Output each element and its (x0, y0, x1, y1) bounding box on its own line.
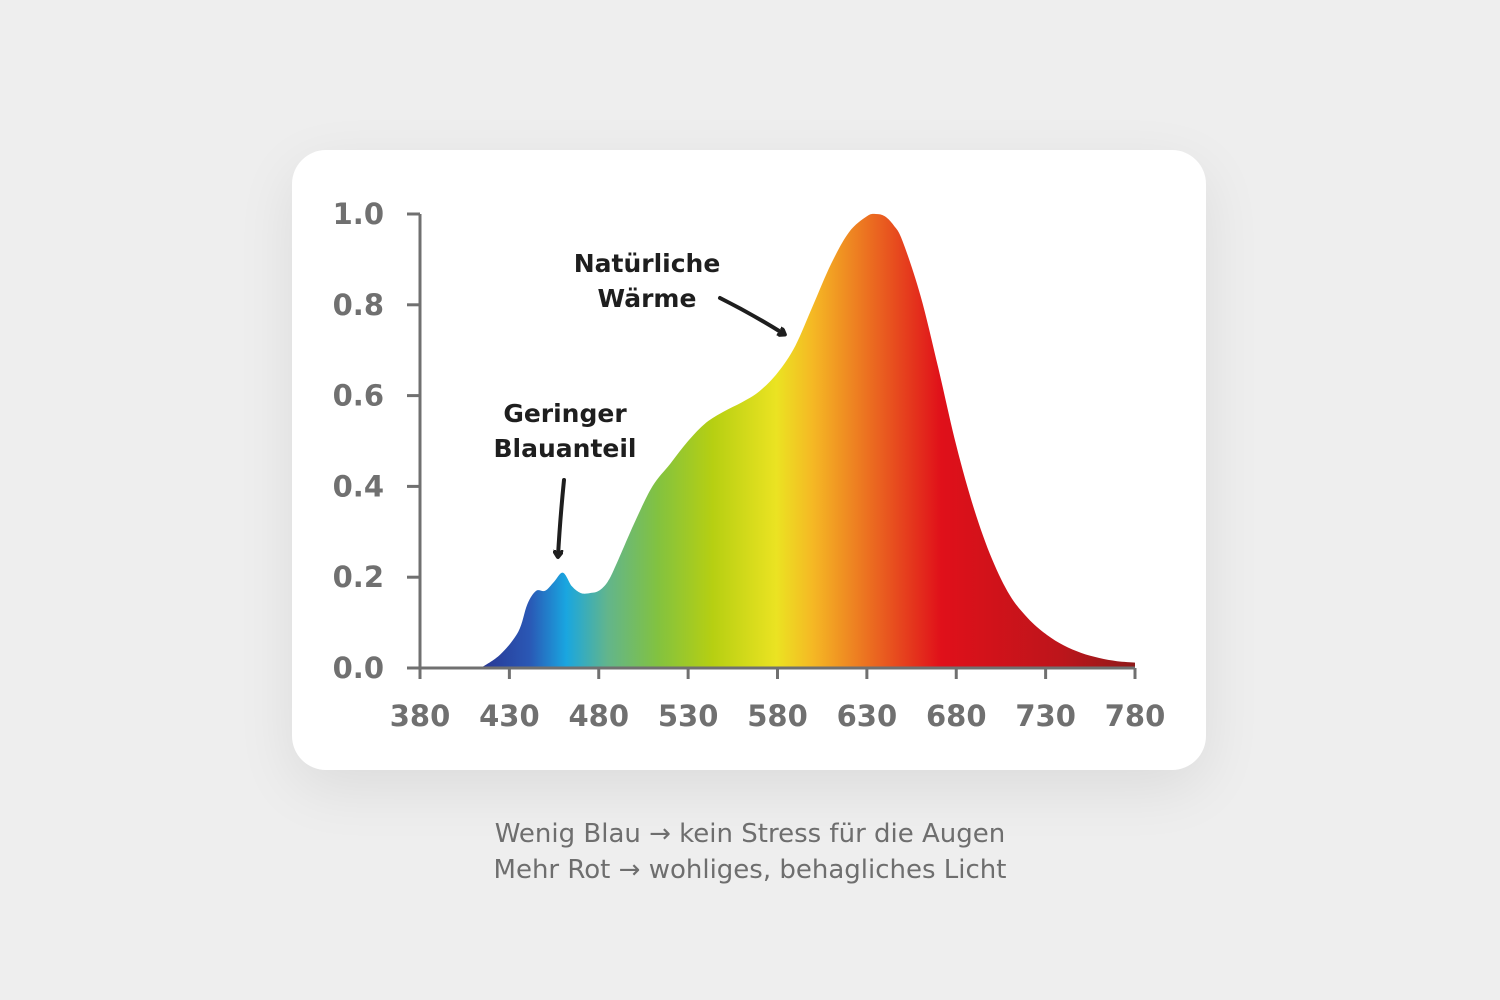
y-tick-label: 0.0 (333, 651, 384, 685)
x-tick-label: 680 (926, 699, 987, 733)
x-tick-label: 530 (658, 699, 719, 733)
caption-line-1: Wenig Blau → kein Stress für die Augen (494, 819, 1006, 849)
annotation-geringer-blauanteil: Geringer (503, 399, 627, 428)
spectrum-chart: 0.0 0.2 0.4 0.6 0.8 1.0 380 430 480 530 580 630 680 7… (333, 197, 1166, 733)
x-tick-label: 730 (1015, 699, 1076, 733)
annotation-geringer-blauanteil: Blauanteil (493, 434, 636, 463)
arrow-blue (558, 478, 566, 556)
chart-card: 0.0 0.2 0.4 0.6 0.8 1.0 380 430 480 530 580 630 680 7… (292, 150, 1206, 770)
y-tick-label: 1.0 (333, 197, 384, 231)
spectrum-area (480, 213, 1135, 668)
x-tick-label: 580 (747, 699, 808, 733)
x-tick-label: 630 (837, 699, 898, 733)
y-tick-label: 0.2 (333, 560, 384, 594)
caption-line-2: Mehr Rot → wohliges, behagliches Licht (493, 855, 1007, 885)
x-tick-label: 780 (1105, 699, 1166, 733)
x-tick-label: 380 (390, 699, 451, 733)
y-tick-label: 0.8 (333, 288, 384, 322)
y-tick-label: 0.6 (333, 379, 384, 413)
annotation-natuerliche-waerme: Natürliche (574, 249, 721, 278)
arrow-warmth (718, 296, 784, 334)
x-tick-label: 480 (568, 699, 629, 733)
annotation-natuerliche-waerme: Wärme (598, 284, 697, 313)
x-tick-label: 430 (479, 699, 540, 733)
y-tick-label: 0.4 (333, 469, 384, 503)
